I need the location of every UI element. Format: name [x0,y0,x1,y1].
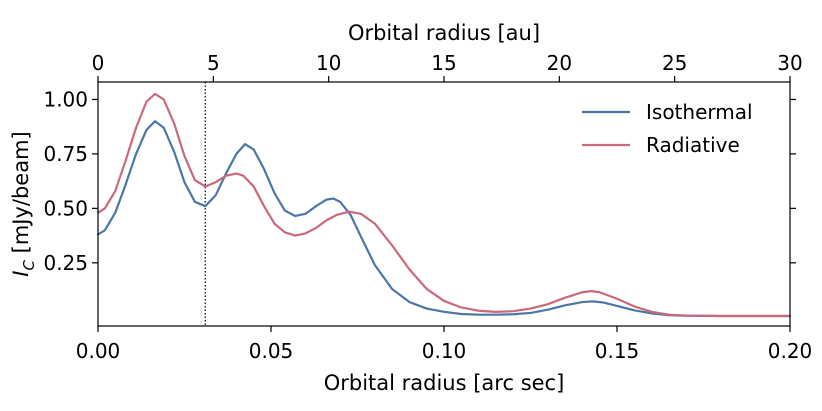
left-axis: 0.25 0.50 0.75 1.00 [43,87,98,275]
x-axis-title: Orbital radius [arc sec] [324,371,565,395]
y-tick-label: 0.50 [43,196,88,220]
legend-item-isothermal: Isothermal [582,100,753,124]
y-tick-label: 1.00 [43,87,88,111]
bottom-axis: 0.00 0.05 0.10 0.15 0.20 [76,326,813,363]
plot-area [96,82,792,326]
top-axis: 0 5 10 15 20 25 30 [92,51,803,82]
legend: Isothermal Radiative [582,100,753,157]
x-tick-label: 0.10 [422,339,467,363]
y-axis-title-unit: [mJy/beam] [9,131,33,260]
y-axis-title: IC [mJy/beam] [9,131,38,276]
top-x-axis-title: Orbital radius [au] [348,21,540,45]
series-line-radiative [96,92,792,318]
top-tick-label: 0 [92,51,105,75]
y-tick-label: 0.75 [43,142,88,166]
legend-item-radiative: Radiative [582,133,740,157]
x-tick-label: 0.20 [768,339,813,363]
y-axis-title-subscript: C [20,260,38,271]
y-tick-label: 0.25 [43,251,88,275]
legend-label: Radiative [646,133,740,157]
legend-label: Isothermal [646,100,753,124]
right-axis [790,98,796,264]
top-tick-label: 20 [547,51,572,75]
y-axis-title-symbol: I [9,271,33,277]
series-line-isothermal [96,120,792,318]
top-tick-label: 25 [662,51,687,75]
top-tick-label: 15 [431,51,456,75]
top-tick-label: 30 [777,51,802,75]
x-tick-label: 0.15 [595,339,640,363]
top-tick-label: 5 [207,51,220,75]
x-tick-label: 0.05 [249,339,294,363]
x-tick-label: 0.00 [76,339,121,363]
top-tick-label: 10 [316,51,341,75]
